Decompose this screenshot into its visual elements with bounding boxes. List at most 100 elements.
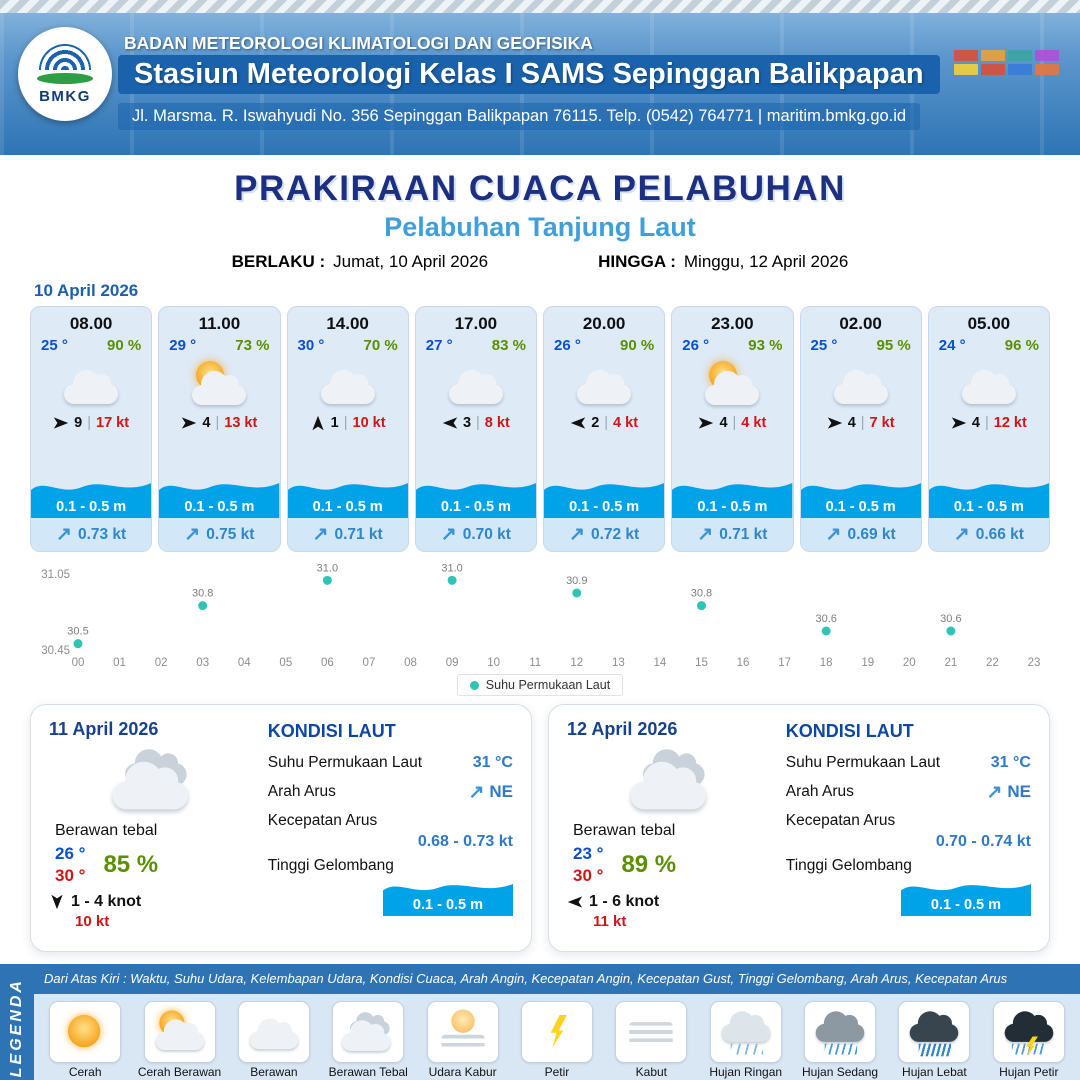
- legend-section: LEGENDA Dari Atas Kiri : Waktu, Suhu Uda…: [0, 964, 1080, 1080]
- wind-row: 4 | 4 kt: [698, 415, 766, 431]
- wave-icon: [159, 483, 280, 518]
- svg-text:21: 21: [944, 657, 957, 669]
- thunderstorm-icon: [999, 1010, 1058, 1056]
- legend-icon-box: [615, 1001, 688, 1063]
- legend-item: Hujan Petir: [982, 1001, 1076, 1079]
- svg-text:20: 20: [903, 657, 916, 669]
- current-speed: 0.71 kt: [719, 525, 768, 543]
- wave-icon: [800, 483, 921, 518]
- wave-icon: [900, 884, 1031, 916]
- current-direction-icon: ↗: [697, 524, 714, 545]
- legend-label: Cerah: [68, 1065, 102, 1079]
- forecast-card: 11.00 29 ° 73 % 4 | 13 kt 0.1 - 0.5 m ↗ 0.75…: [158, 306, 281, 552]
- current-row: ↗ 0.73 kt: [31, 518, 152, 551]
- wind-row: 4 | 13 kt: [181, 415, 257, 431]
- daily-wind-range: 1 - 6 knot: [589, 893, 660, 910]
- current-speed-value: 0.70 - 0.74 kt: [935, 833, 1031, 850]
- legend-icon-box: [898, 1001, 971, 1063]
- sst-value: 31 °C: [990, 754, 1031, 771]
- legend-note: Dari Atas Kiri : Waktu, Suhu Udara, Kele…: [34, 964, 1080, 994]
- legend-label: Berawan Tebal: [328, 1065, 408, 1079]
- svg-text:30.6: 30.6: [940, 613, 961, 625]
- forecast-card: 08.00 25 ° 90 % 9 | 17 kt 0.1 - 0.5 m ↗ 0.73…: [30, 306, 153, 552]
- svg-text:14: 14: [654, 657, 667, 669]
- wave-height: 0.1 - 0.5 m: [184, 499, 255, 515]
- svg-text:02: 02: [155, 657, 168, 669]
- wind-row: 4 | 12 kt: [951, 415, 1027, 431]
- svg-text:18: 18: [820, 657, 833, 669]
- wave-icon: [287, 483, 408, 518]
- svg-text:31.05: 31.05: [41, 569, 70, 581]
- wind-gust: 10 kt: [352, 415, 386, 431]
- current-row: ↗ 0.69 kt: [800, 518, 921, 551]
- thick-cloud-icon: [339, 1010, 398, 1055]
- port-name: Pelabuhan Tanjung Laut: [384, 212, 696, 242]
- bmkg-logo-text: BMKG: [39, 87, 91, 105]
- daily-date: 11 April 2026: [49, 719, 159, 739]
- wind-speed: 4: [719, 415, 728, 431]
- wind-speed: 4: [971, 415, 980, 431]
- svg-text:13: 13: [612, 657, 625, 669]
- wind-speed: 3: [462, 415, 472, 431]
- forecast-card: 05.00 24 ° 96 % 4 | 12 kt 0.1 - 0.5 m ↗ 0.66…: [927, 306, 1050, 552]
- separator: |: [476, 415, 480, 431]
- svg-text:23: 23: [1028, 657, 1041, 669]
- current-direction-label: Arah Arus: [267, 783, 336, 800]
- wave-height: 0.1 - 0.5 m: [569, 499, 640, 515]
- weather-icon: [315, 360, 381, 410]
- weather-icon: [699, 360, 765, 410]
- separator: |: [860, 415, 865, 431]
- hourly-forecast-row: 08.00 25 ° 90 % 9 | 17 kt 0.1 - 0.5 m ↗ 0.73…: [0, 306, 1080, 552]
- svg-text:30.45: 30.45: [41, 645, 70, 657]
- separator: |: [732, 415, 737, 431]
- wave-height-value: 0.1 - 0.5 m: [930, 897, 1002, 913]
- current-row: ↗ 0.70 kt: [415, 518, 536, 551]
- humidity: 96 %: [1004, 337, 1039, 354]
- wave-icon: [382, 884, 513, 916]
- svg-text:05: 05: [279, 657, 292, 669]
- daily-wind-row: 1 - 6 knot: [567, 893, 776, 911]
- air-temp: 25 °: [810, 337, 838, 354]
- current-speed: 0.69 kt: [847, 525, 896, 543]
- svg-text:31.0: 31.0: [441, 562, 462, 574]
- wave-height-label: Tinggi Gelombang: [785, 857, 912, 874]
- wave-height-badge: 0.1 - 0.5 m: [382, 874, 513, 916]
- legend-icon-box: [237, 1001, 310, 1063]
- legend-tab-label: LEGENDA: [8, 978, 25, 1078]
- daily-card: 12 April 2026 Berawan tebal 23 ° 30 ° 89 …: [548, 704, 1050, 952]
- svg-text:06: 06: [321, 657, 334, 669]
- weather-icon: [956, 360, 1022, 410]
- legend-icon-box: [49, 1001, 122, 1063]
- forecast-time: 20.00: [582, 314, 626, 333]
- air-temp: 26 °: [554, 337, 581, 354]
- separator: |: [984, 415, 989, 431]
- wind-gust: 13 kt: [224, 415, 258, 431]
- wind-direction-icon: [51, 894, 63, 910]
- fog-icon: [622, 1010, 681, 1055]
- validity-row: BERLAKU : Jumat, 10 April 2026 HINGGA : Mi…: [0, 252, 1080, 272]
- daily-humidity: 89 %: [621, 851, 677, 878]
- air-temp: 24 °: [938, 337, 966, 354]
- wave-height-badge: 0.1 - 0.5 m: [900, 874, 1031, 916]
- current-row: ↗ 0.71 kt: [287, 518, 408, 551]
- current-direction-value: NE: [489, 782, 513, 801]
- wind-speed: 4: [847, 415, 856, 431]
- wave-height-band: 0.1 - 0.5 m: [415, 472, 536, 518]
- cloud-icon: [244, 1010, 303, 1055]
- current-direction-icon: ↗: [440, 524, 457, 545]
- wave-height: 0.1 - 0.5 m: [697, 499, 768, 515]
- legend-item: Cerah: [38, 1001, 132, 1079]
- wind-speed: 9: [74, 415, 83, 431]
- wind-speed: 2: [591, 415, 600, 431]
- humidity: 95 %: [876, 337, 911, 354]
- header-roof-decor: [0, 0, 1080, 13]
- svg-text:22: 22: [986, 657, 999, 669]
- svg-text:16: 16: [737, 657, 750, 669]
- svg-text:00: 00: [72, 657, 85, 669]
- daily-humidity: 85 %: [103, 851, 159, 878]
- page-title: PRAKIRAAN CUACA PELABUHAN: [234, 169, 846, 208]
- svg-text:30.8: 30.8: [691, 588, 712, 600]
- current-speed: 0.73 kt: [77, 525, 127, 543]
